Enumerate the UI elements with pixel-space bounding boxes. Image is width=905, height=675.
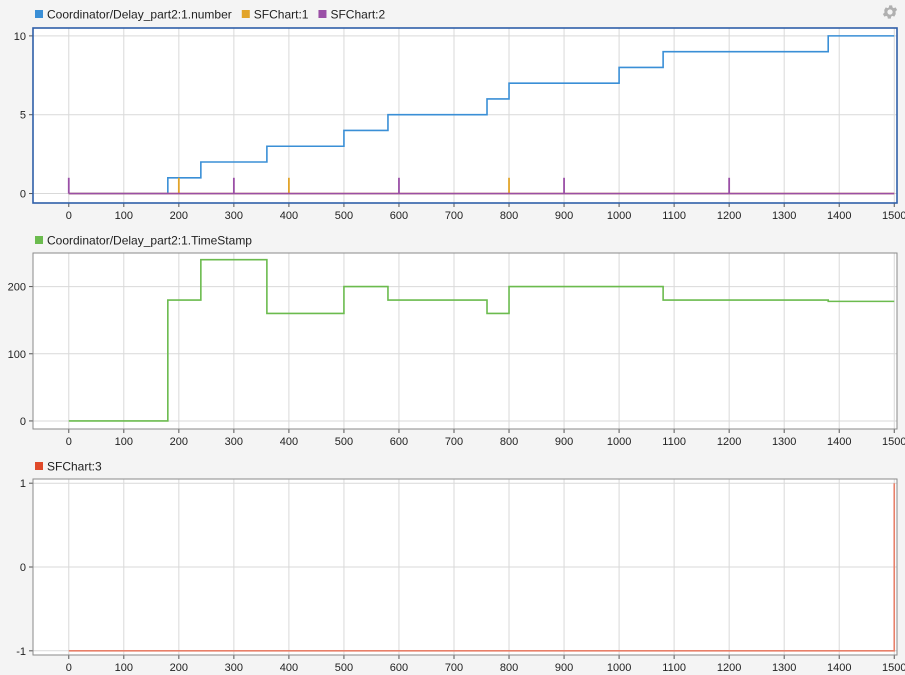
legend-entry[interactable]: SFChart:1 — [254, 8, 309, 22]
x-tick-label: 800 — [500, 210, 518, 222]
chart-panel-3: SFChart:3 0 100 200 300 400 500 600 700 800 900 100… — [16, 460, 905, 675]
legend-swatch — [241, 10, 250, 18]
x-tick-label: 400 — [280, 436, 298, 448]
x-tick-label: 1100 — [662, 662, 686, 674]
legend-swatch — [35, 462, 43, 470]
x-tick-label: 700 — [445, 662, 463, 674]
x-tick-label: 500 — [335, 210, 353, 222]
x-tick-label: 0 — [66, 662, 72, 674]
x-tick-label: 600 — [390, 210, 408, 222]
x-tick-label: 1400 — [827, 210, 851, 222]
y-tick-label: 1 — [20, 478, 26, 490]
x-tick-label: 700 — [445, 210, 463, 222]
series-line — [68, 258, 895, 422]
x-tick-label: 1300 — [772, 436, 796, 448]
x-tick-label: 0 — [66, 436, 72, 448]
x-tick-label: 1400 — [827, 662, 851, 674]
x-tick-label: 1400 — [827, 436, 851, 448]
x-tick-label: 200 — [170, 436, 188, 448]
x-tick-label: 800 — [500, 662, 518, 674]
x-tick-label: 900 — [555, 662, 573, 674]
x-tick-label: 1000 — [607, 662, 631, 674]
x-tick-label: 300 — [225, 436, 243, 448]
x-tick-label: 1100 — [662, 210, 686, 222]
y-tick-label: 0 — [20, 416, 26, 428]
legend-entry[interactable]: Coordinator/Delay_part2:1.TimeStamp — [47, 234, 252, 248]
x-tick-label: 400 — [280, 210, 298, 222]
y-tick-label: -1 — [16, 646, 26, 658]
legend-swatch — [318, 10, 327, 18]
x-tick-label: 100 — [115, 210, 133, 222]
x-tick-label: 100 — [115, 436, 133, 448]
x-tick-label: 200 — [170, 662, 188, 674]
x-tick-label: 1300 — [772, 662, 796, 674]
x-tick-label: 800 — [500, 436, 518, 448]
x-tick-label: 1200 — [717, 210, 741, 222]
x-tick-label: 200 — [170, 210, 188, 222]
x-tick-label: 600 — [390, 662, 408, 674]
y-tick-label: 10 — [14, 31, 26, 43]
legend-entry[interactable]: SFChart:3 — [47, 460, 102, 474]
x-tick-label: 1500 — [882, 436, 905, 448]
y-tick-label: 5 — [20, 110, 26, 122]
plot-border — [32, 252, 898, 430]
x-tick-label: 1200 — [717, 662, 741, 674]
legend-swatch — [35, 236, 43, 244]
y-tick-label: 0 — [20, 189, 26, 201]
legend-entry[interactable]: Coordinator/Delay_part2:1.number — [47, 8, 232, 22]
y-tick-label: 0 — [20, 562, 26, 574]
x-tick-label: 500 — [335, 436, 353, 448]
x-tick-label: 700 — [445, 436, 463, 448]
gear-icon[interactable] — [881, 3, 899, 21]
x-tick-label: 500 — [335, 662, 353, 674]
x-tick-label: 600 — [390, 436, 408, 448]
legend-swatch — [35, 10, 43, 18]
x-tick-label: 400 — [280, 662, 298, 674]
y-tick-label: 100 — [8, 349, 26, 361]
x-tick-label: 1500 — [882, 662, 905, 674]
series-line — [68, 35, 895, 195]
legend-entry[interactable]: SFChart:2 — [330, 8, 385, 22]
x-tick-label: 1000 — [607, 436, 631, 448]
y-tick-label: 200 — [8, 282, 26, 294]
plot-border — [32, 27, 898, 204]
plot-area[interactable] — [33, 253, 897, 429]
x-tick-label: 100 — [115, 662, 133, 674]
chart-panel-2: Coordinator/Delay_part2:1.TimeStamp 0 100 2… — [8, 234, 905, 449]
x-tick-label: 1300 — [772, 210, 796, 222]
x-tick-label: 300 — [225, 662, 243, 674]
x-tick-label: 1500 — [882, 210, 905, 222]
plot-border — [32, 478, 898, 656]
x-tick-label: 1100 — [662, 436, 686, 448]
x-tick-label: 1000 — [607, 210, 631, 222]
chart-panel-1: Coordinator/Delay_part2:1.number SFChart:… — [14, 8, 905, 223]
x-tick-label: 900 — [555, 210, 573, 222]
x-tick-label: 900 — [555, 436, 573, 448]
x-tick-label: 300 — [225, 210, 243, 222]
x-tick-label: 1200 — [717, 436, 741, 448]
series-line — [68, 483, 896, 652]
x-tick-label: 0 — [66, 210, 72, 222]
